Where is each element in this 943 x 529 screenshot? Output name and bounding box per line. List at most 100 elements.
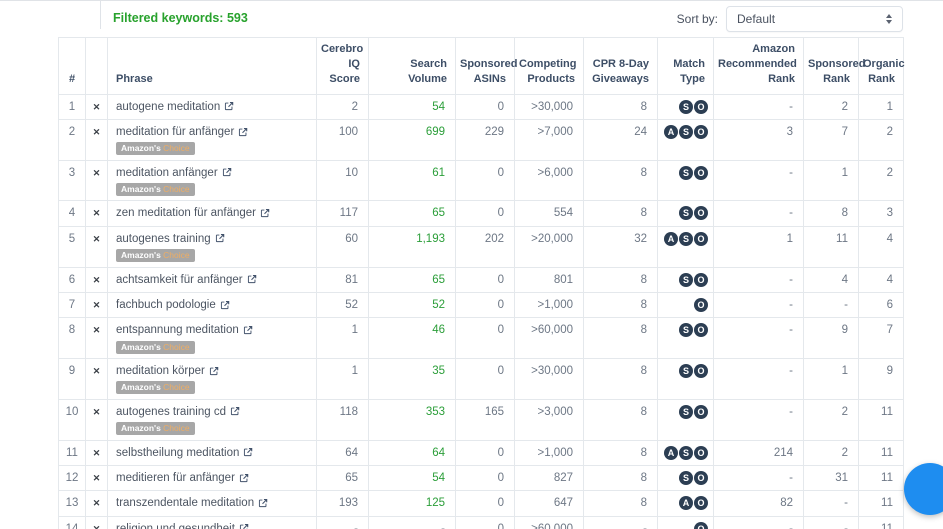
search-volume-cell: 353 xyxy=(368,398,456,441)
amazons-choice-brand: Amazon's xyxy=(121,423,164,434)
search-volume-cell: 65 xyxy=(368,266,456,293)
top-divider xyxy=(100,1,101,29)
external-link-icon[interactable] xyxy=(209,366,219,376)
table-row: 9 ✕ meditation körper Amazon's Choice 1 35 0 >3… xyxy=(58,358,904,400)
cpr-giveaways-cell: 8 xyxy=(583,291,658,319)
remove-keyword-button[interactable]: ✕ xyxy=(92,167,101,178)
filtered-keywords-label: Filtered keywords: 593 xyxy=(113,11,248,25)
column-header-phrase: Phrase xyxy=(107,37,317,95)
table-row: 10 ✕ autogenes training cd Amazon's Choice 1… xyxy=(58,398,904,441)
competing-products-cell: >1,000 xyxy=(514,439,584,466)
external-link-icon[interactable] xyxy=(243,325,253,335)
match-type-badge-s: S xyxy=(679,445,693,460)
amazons-choice-brand: Amazon's xyxy=(121,143,164,154)
remove-keyword-button[interactable]: ✕ xyxy=(92,208,101,219)
organic-rank-cell: 6 xyxy=(858,291,904,319)
organic-rank-cell: 11 xyxy=(858,515,904,529)
search-volume-cell: 1,193 xyxy=(368,225,456,268)
external-link-icon[interactable] xyxy=(260,208,270,218)
external-link-icon[interactable] xyxy=(224,101,234,111)
remove-keyword-button[interactable]: ✕ xyxy=(92,406,101,417)
match-type-badge-o: O xyxy=(694,364,708,379)
column-header-competing: Competing Products xyxy=(514,37,584,95)
match-type-badge-s: S xyxy=(679,404,693,419)
phrase-cell: entspannung meditation Amazon's Choice xyxy=(107,317,317,360)
competing-products-cell: 827 xyxy=(514,464,584,492)
sort-by-selected-value: Default xyxy=(737,12,776,26)
organic-rank-cell: 11 xyxy=(858,490,904,517)
cpr-giveaways-cell: 8 xyxy=(583,439,658,466)
competing-products-cell: >20,000 xyxy=(514,225,584,268)
external-link-icon[interactable] xyxy=(243,447,253,457)
match-type-badge-o: O xyxy=(694,206,708,221)
sponsored-rank-cell: - xyxy=(803,490,859,517)
amazon-recommended-rank-cell: - xyxy=(713,200,804,227)
sponsored-asins-cell: 0 xyxy=(455,464,515,492)
remove-keyword-button[interactable]: ✕ xyxy=(92,325,101,336)
phrase-cell: meditieren für anfänger xyxy=(107,464,317,492)
cerebro-iq-score-cell: 100 xyxy=(316,118,369,161)
amazon-recommended-rank-cell: 82 xyxy=(713,490,804,517)
match-type-badge-a: A xyxy=(679,496,693,511)
phrase-text: meditieren für anfänger xyxy=(116,471,235,484)
competing-products-cell: >7,000 xyxy=(514,118,584,161)
remove-keyword-button[interactable]: ✕ xyxy=(92,101,101,112)
match-type-badge-o: O xyxy=(694,521,708,529)
remove-keyword-cell: ✕ xyxy=(85,439,108,466)
table-row: 2 ✕ meditation für anfänger Amazon's Choice… xyxy=(58,118,904,161)
remove-keyword-button[interactable]: ✕ xyxy=(92,366,101,377)
organic-rank-cell: 3 xyxy=(858,200,904,227)
organic-rank-cell: 11 xyxy=(858,439,904,466)
external-link-icon[interactable] xyxy=(247,274,257,284)
phrase-cell: meditation anfänger Amazon's Choice xyxy=(107,159,317,202)
match-type-badge-s: S xyxy=(679,470,693,485)
remove-keyword-cell: ✕ xyxy=(85,515,108,529)
external-link-icon[interactable] xyxy=(239,523,249,529)
external-link-icon[interactable] xyxy=(215,233,225,243)
phrase-cell: autogene meditation xyxy=(107,93,317,120)
phrase-text: transzendentale meditation xyxy=(116,497,255,510)
competing-products-cell: 554 xyxy=(514,200,584,227)
cpr-giveaways-cell: 8 xyxy=(583,266,658,293)
remove-keyword-button[interactable]: ✕ xyxy=(92,472,101,483)
remove-keyword-button[interactable]: ✕ xyxy=(92,233,101,244)
remove-keyword-button[interactable]: ✕ xyxy=(92,498,101,509)
remove-keyword-button[interactable]: ✕ xyxy=(92,126,101,137)
organic-rank-cell: 11 xyxy=(858,464,904,492)
amazons-choice-word: Choice xyxy=(163,143,190,154)
table-row: 11 ✕ selbstheilung meditation 64 64 0 >1,000 8 A… xyxy=(58,439,904,466)
external-link-icon[interactable] xyxy=(230,406,240,416)
sponsored-asins-cell: 0 xyxy=(455,490,515,517)
remove-keyword-button[interactable]: ✕ xyxy=(92,523,101,529)
cerebro-iq-score-cell: 64 xyxy=(316,439,369,466)
phrase-text: entspannung meditation xyxy=(116,324,239,337)
amazons-choice-badge: Amazon's Choice xyxy=(116,142,195,156)
amazon-recommended-rank-cell: - xyxy=(713,266,804,293)
search-volume-cell: 125 xyxy=(368,490,456,517)
organic-rank-cell: 9 xyxy=(858,358,904,400)
cpr-giveaways-cell: 8 xyxy=(583,490,658,517)
search-volume-cell: 54 xyxy=(368,464,456,492)
search-volume-cell: 46 xyxy=(368,317,456,360)
external-link-icon[interactable] xyxy=(258,498,268,508)
external-link-icon[interactable] xyxy=(238,127,248,137)
sponsored-rank-cell: 8 xyxy=(803,200,859,227)
amazons-choice-word: Choice xyxy=(163,184,190,195)
search-volume-cell: 61 xyxy=(368,159,456,202)
chat-widget-button[interactable] xyxy=(904,463,943,515)
remove-keyword-button[interactable]: ✕ xyxy=(92,447,101,458)
amazons-choice-word: Choice xyxy=(163,382,190,393)
search-volume-cell: 35 xyxy=(368,358,456,400)
remove-keyword-button[interactable]: ✕ xyxy=(92,299,101,310)
phrase-text: religion und gesundheit xyxy=(116,522,235,529)
external-link-icon[interactable] xyxy=(220,300,230,310)
cerebro-iq-score-cell: 65 xyxy=(316,464,369,492)
external-link-icon[interactable] xyxy=(222,167,232,177)
cerebro-iq-score-cell: 193 xyxy=(316,490,369,517)
sort-by-select[interactable]: Default xyxy=(726,6,903,32)
remove-keyword-button[interactable]: ✕ xyxy=(92,274,101,285)
external-link-icon[interactable] xyxy=(239,473,249,483)
cerebro-iq-score-cell: 1 xyxy=(316,358,369,400)
